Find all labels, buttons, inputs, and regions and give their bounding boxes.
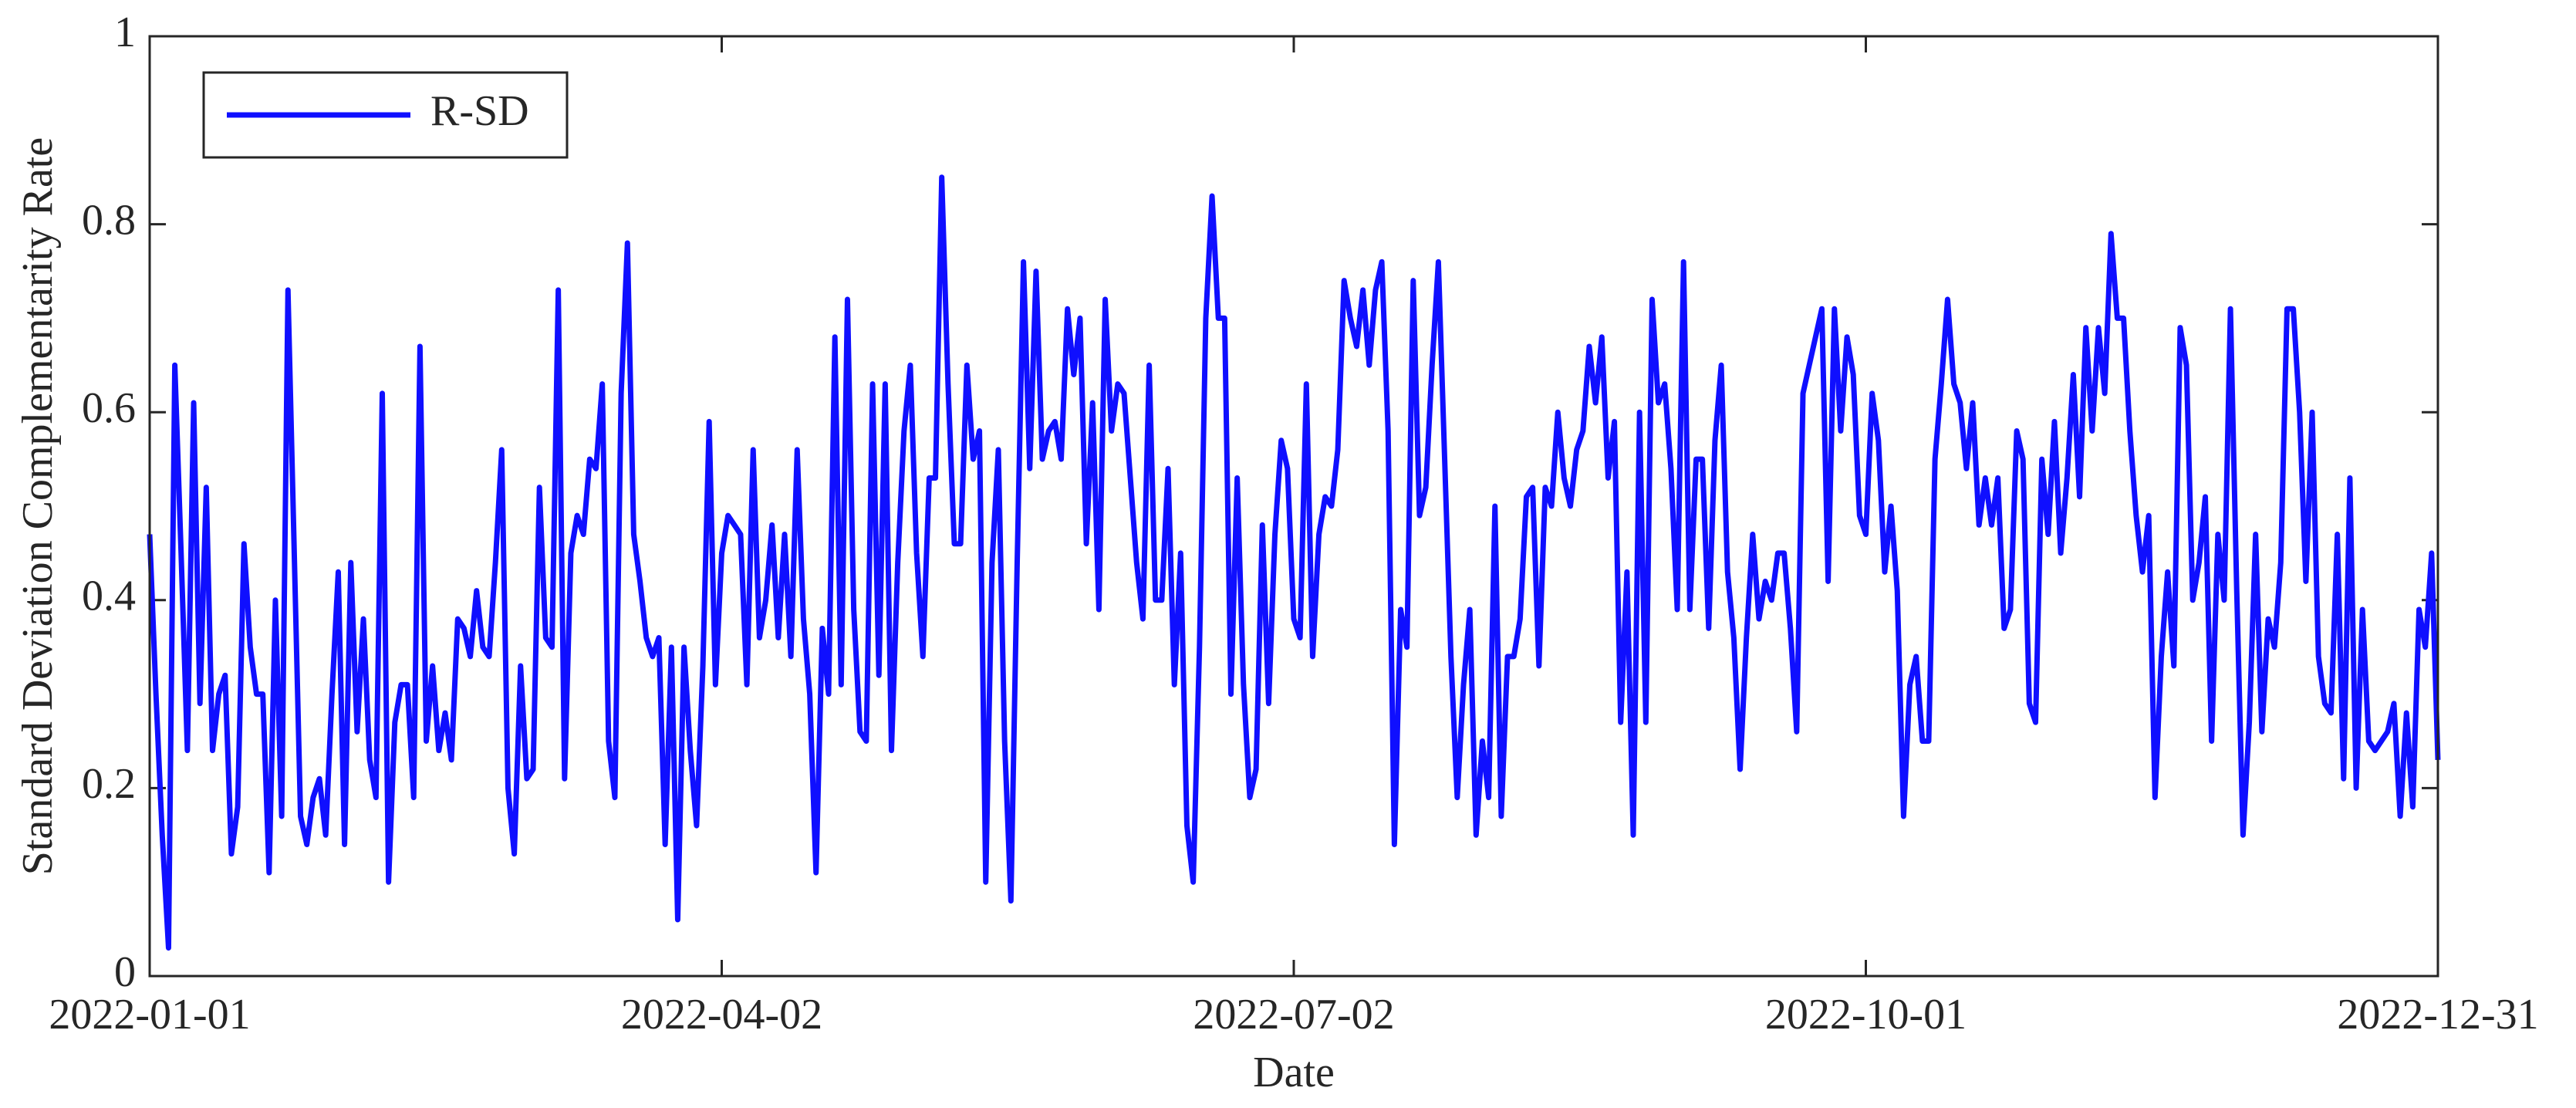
x-tick-label: 2022-04-02 [621,991,822,1039]
y-axis-label: Standard Deviation Complementarity Rate [14,137,62,875]
x-tick-label: 2022-07-02 [1193,991,1394,1039]
y-tick-label: 0.6 [82,384,136,432]
data-line [147,174,2441,951]
y-tick-label: 1 [114,8,136,56]
x-tick-label: 2022-12-31 [2337,991,2538,1039]
y-tick-label: 0.8 [82,196,136,244]
legend-label: R-SD [430,87,529,135]
y-tick-label: 0 [114,948,136,996]
y-tick-label: 0.4 [82,573,136,620]
y-tick-label: 0.2 [82,760,136,808]
x-axis-label: Date [1253,1049,1335,1096]
x-tick-label: 2022-10-01 [1765,991,1967,1039]
x-tick-label: 2022-01-01 [49,991,250,1039]
plot-frame [148,35,2439,978]
